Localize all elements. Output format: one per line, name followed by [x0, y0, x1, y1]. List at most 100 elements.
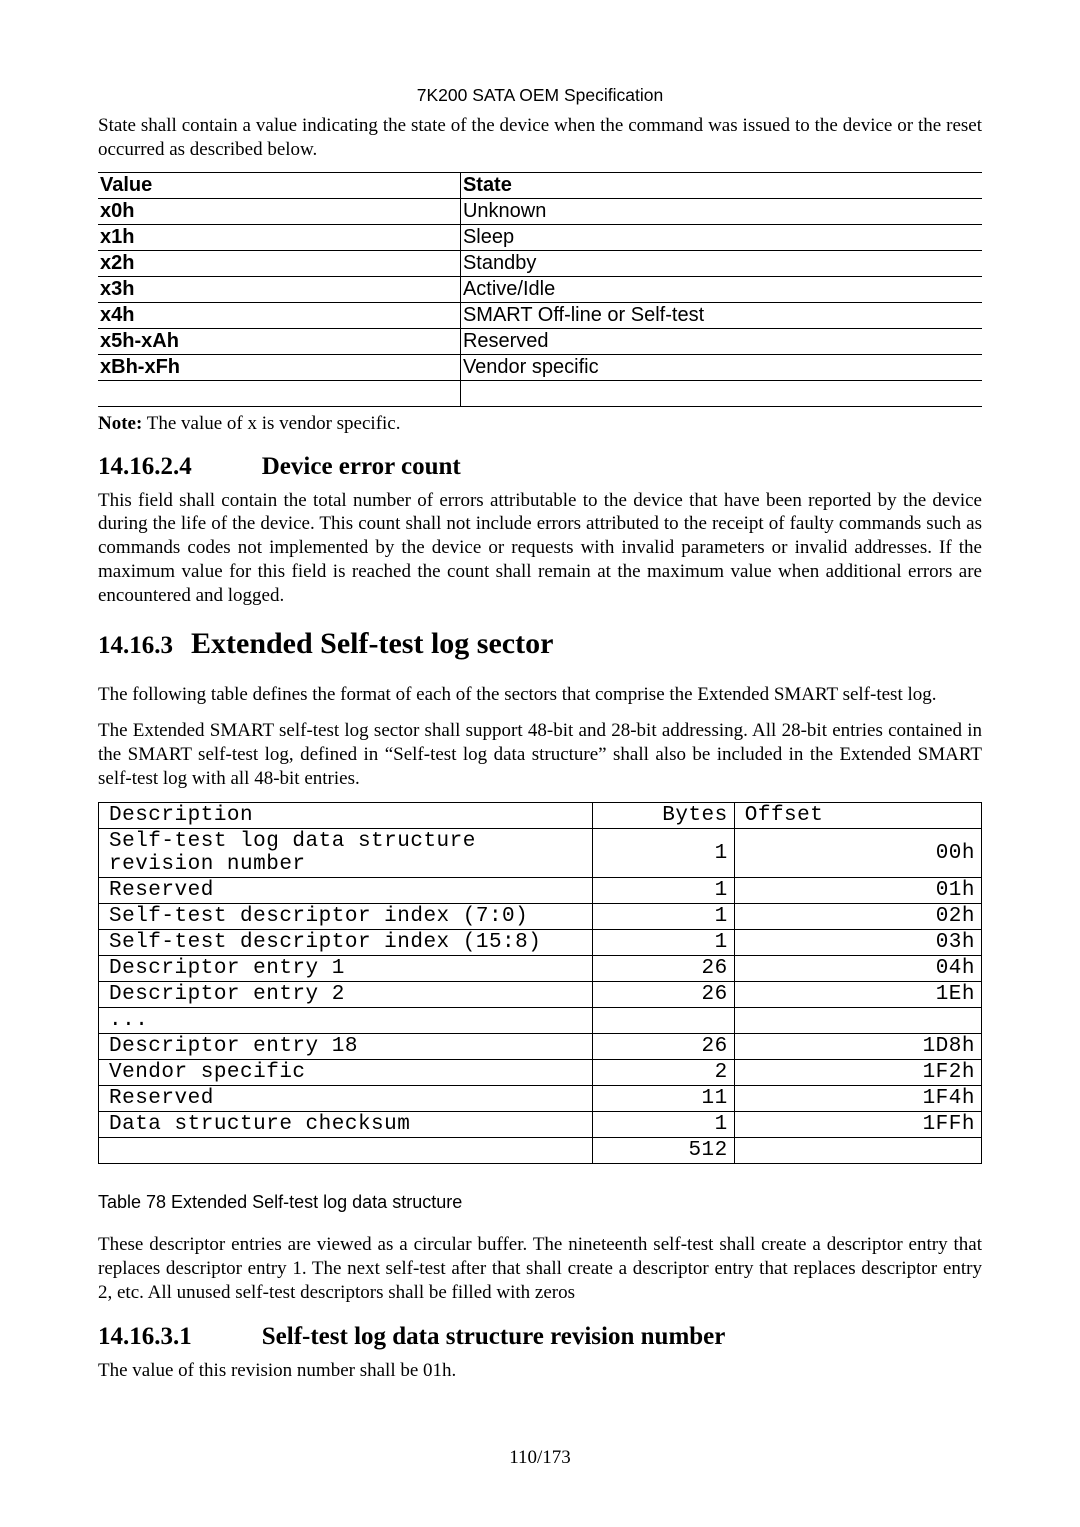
table-row: 512	[99, 1138, 982, 1164]
cell-bytes: 26	[593, 1034, 734, 1060]
heading-title: Self-test log data structure revision nu…	[262, 1323, 726, 1350]
heading-14-16-3-1: 14.16.3.1 Self-test log data structure re…	[98, 1323, 982, 1351]
col-header-bytes: Bytes	[593, 803, 734, 829]
cell-value: x3h	[98, 276, 460, 302]
heading-title: Device error count	[262, 453, 461, 480]
table-row: x3hActive/Idle	[98, 276, 982, 302]
col-header-description: Description	[99, 803, 593, 829]
table-row: x2hStandby	[98, 250, 982, 276]
cell-empty	[98, 380, 460, 406]
cell-desc: Reserved	[99, 878, 593, 904]
heading-14-16-2-4: 14.16.2.4 Device error count	[98, 453, 982, 481]
cell-state: Vendor specific	[460, 354, 982, 380]
cell-offset: 1D8h	[734, 1034, 981, 1060]
cell-bytes: 1	[593, 904, 734, 930]
cell-desc: Self-test descriptor index (7:0)	[99, 904, 593, 930]
table-row: Descriptor entry 12604h	[99, 956, 982, 982]
cell-offset: 03h	[734, 930, 981, 956]
cell-desc	[99, 1138, 593, 1164]
heading-number: 14.16.2.4	[98, 453, 192, 481]
cell-value: xBh-xFh	[98, 354, 460, 380]
cell-value: x1h	[98, 224, 460, 250]
device-error-count-body: This field shall contain the total numbe…	[98, 489, 982, 608]
table-row: Self-test descriptor index (15:8)103h	[99, 930, 982, 956]
table-row: Descriptor entry 18261D8h	[99, 1034, 982, 1060]
note-body: The value of x is vendor specific.	[142, 413, 400, 434]
cell-desc: Descriptor entry 1	[99, 956, 593, 982]
cell-bytes: 1	[593, 930, 734, 956]
cell-value: x2h	[98, 250, 460, 276]
cell-offset	[734, 1008, 981, 1034]
table-caption: Table 78 Extended Self-test log data str…	[98, 1192, 982, 1213]
table-row: x5h-xAhReserved	[98, 328, 982, 354]
cell-offset: 00h	[734, 829, 981, 878]
cell-state: Active/Idle	[460, 276, 982, 302]
cell-desc: Reserved	[99, 1086, 593, 1112]
cell-bytes	[593, 1008, 734, 1034]
intro-paragraph: State shall contain a value indicating t…	[98, 114, 982, 162]
table-header-row: Description Bytes Offset	[99, 803, 982, 829]
cell-offset: 04h	[734, 956, 981, 982]
cell-bytes: 512	[593, 1138, 734, 1164]
cell-desc: Descriptor entry 2	[99, 982, 593, 1008]
note: Note: The value of x is vendor specific.	[98, 413, 982, 435]
cell-bytes: 1	[593, 1112, 734, 1138]
doc-header: 7K200 SATA OEM Specification	[98, 85, 982, 106]
table-row: x4hSMART Off-line or Self-test	[98, 302, 982, 328]
circular-buffer-para: These descriptor entries are viewed as a…	[98, 1233, 982, 1304]
table-row: xBh-xFhVendor specific	[98, 354, 982, 380]
col-header-value: Value	[98, 172, 460, 198]
cell-offset: 1Eh	[734, 982, 981, 1008]
table-row: x1hSleep	[98, 224, 982, 250]
cell-state: Sleep	[460, 224, 982, 250]
cell-value: x0h	[98, 198, 460, 224]
table-row: Descriptor entry 2261Eh	[99, 982, 982, 1008]
cell-desc: Descriptor entry 18	[99, 1034, 593, 1060]
cell-state: Standby	[460, 250, 982, 276]
cell-desc: Data structure checksum	[99, 1112, 593, 1138]
cell-desc: ...	[99, 1008, 593, 1034]
cell-offset: 02h	[734, 904, 981, 930]
heading-14-16-3: 14.16.3 Extended Self-test log sector	[98, 627, 982, 661]
cell-state: Reserved	[460, 328, 982, 354]
table-row: Self-test log data structure revision nu…	[99, 829, 982, 878]
cell-state: SMART Off-line or Self-test	[460, 302, 982, 328]
cell-offset: 1F4h	[734, 1086, 981, 1112]
table-row: Reserved101h	[99, 878, 982, 904]
cell-offset: 1F2h	[734, 1060, 981, 1086]
col-header-state: State	[460, 172, 982, 198]
cell-value: x4h	[98, 302, 460, 328]
cell-bytes: 26	[593, 956, 734, 982]
state-table: Value State x0hUnknown x1hSleep x2hStand…	[98, 172, 982, 407]
cell-bytes: 1	[593, 878, 734, 904]
cell-state: Unknown	[460, 198, 982, 224]
cell-bytes: 1	[593, 829, 734, 878]
revision-number-body: The value of this revision number shall …	[98, 1359, 982, 1383]
table-row: ...	[99, 1008, 982, 1034]
para-14-16-3-2: The Extended SMART self-test log sector …	[98, 719, 982, 790]
note-label: Note:	[98, 413, 142, 434]
heading-number: 14.16.3	[98, 632, 173, 660]
cell-bytes: 11	[593, 1086, 734, 1112]
cell-desc: Vendor specific	[99, 1060, 593, 1086]
table-row: Data structure checksum11FFh	[99, 1112, 982, 1138]
col-header-offset: Offset	[734, 803, 981, 829]
table-row-empty	[98, 380, 982, 406]
table-row: Reserved111F4h	[99, 1086, 982, 1112]
cell-offset: 01h	[734, 878, 981, 904]
table-row: Self-test descriptor index (7:0)102h	[99, 904, 982, 930]
cell-desc: Self-test descriptor index (15:8)	[99, 930, 593, 956]
cell-value: x5h-xAh	[98, 328, 460, 354]
para-14-16-3-1: The following table defines the format o…	[98, 683, 982, 707]
log-table: Description Bytes Offset Self-test log d…	[98, 802, 982, 1164]
cell-empty	[460, 380, 982, 406]
heading-number: 14.16.3.1	[98, 1323, 192, 1351]
cell-offset	[734, 1138, 981, 1164]
table-row: x0hUnknown	[98, 198, 982, 224]
table-row: Vendor specific21F2h	[99, 1060, 982, 1086]
cell-offset: 1FFh	[734, 1112, 981, 1138]
heading-title: Extended Self-test log sector	[191, 627, 553, 660]
page-number: 110/173	[0, 1447, 1080, 1469]
cell-bytes: 26	[593, 982, 734, 1008]
cell-bytes: 2	[593, 1060, 734, 1086]
